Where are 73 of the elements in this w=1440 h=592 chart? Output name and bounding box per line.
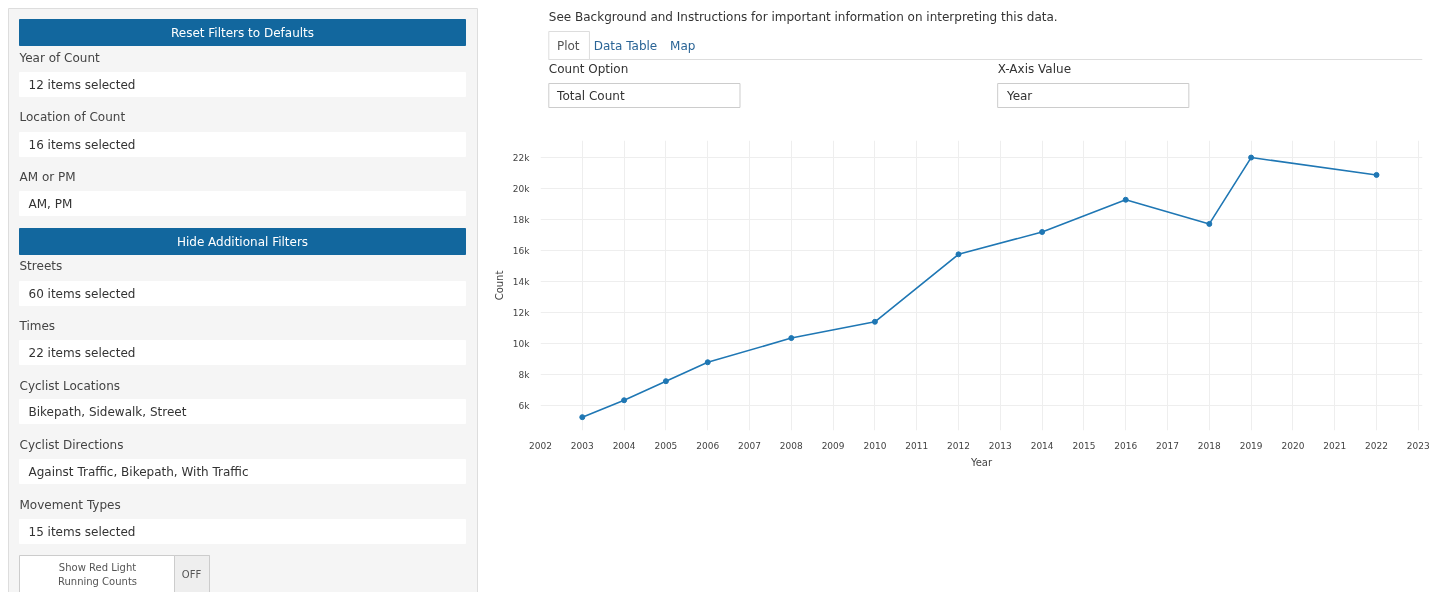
x-tick-label: 2007 [738,440,761,451]
x-tick-label: 2006 [696,440,720,451]
x-tick-label: 2003 [570,440,594,451]
y-tick-label: 10k [512,338,531,349]
x-tick-label: 2005 [654,440,678,451]
point [621,397,628,404]
text: Count Option [548,61,629,76]
text: Data Table [593,38,658,53]
x-tick-label: 2012 [947,440,970,451]
x-tick-label: 2015 [1072,440,1096,451]
y-tick-label: 16k [512,245,531,256]
y-tick-label: 20k [512,183,531,194]
y-tick-label: 18k [512,214,531,225]
text: Movement Types [19,497,121,512]
x-tick-label: 2016 [1114,440,1138,451]
text: Map [670,38,696,53]
x-tick-label: 2020 [1281,440,1305,451]
text: Year [1005,88,1033,103]
x-tick-label: 2010 [863,440,887,451]
text: Plot [556,38,580,53]
text: 12 items selected [28,77,136,92]
y-tick-label: 12k [512,307,531,318]
x-tick-label: 2009 [821,440,845,451]
x-tick-label: 2011 [905,440,929,451]
text: Against Traffic, Bikepath, With Traffic [28,464,249,479]
text: See Background and Instructions for important information on interpreting this data. [548,9,1058,24]
x-tick-label: 2008 [779,440,804,451]
text: Location of Count [19,109,126,124]
point [704,359,711,366]
text: 60 items selected [28,286,136,301]
x-tick-label: 2014 [1030,440,1054,451]
text: 16 items selected [28,137,136,152]
text: Times [18,318,56,333]
text: Total Count [556,88,625,103]
text: Cyclist Locations [19,378,121,393]
x-tick-label: 2021 [1323,440,1347,451]
point [662,378,669,385]
x-axis-title: Year [969,456,993,468]
point [1206,220,1213,227]
y-axis-title: Count [493,270,505,301]
point [1122,196,1129,203]
point [1248,154,1255,161]
point [955,251,962,258]
point [1373,171,1380,178]
text: X-Axis Value [997,61,1072,76]
text: Show Red Light Running Counts [57,562,138,587]
text: 22 items selected [28,345,136,360]
y-tick-label: 8k [518,369,531,380]
x-tick-label: 2022 [1365,440,1388,451]
x-tick-label: 2004 [612,440,636,451]
x-tick-label: 2018 [1197,440,1222,451]
text: Year of Count [18,50,101,65]
text: Reset Filters to Defaults [170,25,315,40]
point [871,318,878,325]
text: Bikepath, Sidewalk, Street [28,404,187,419]
text: Hide Additional Filters [176,234,309,249]
y-tick-label: 6k [518,400,531,411]
text: Cyclist Directions [19,437,124,452]
point [1039,229,1046,235]
point [788,335,795,342]
text: AM, PM [28,196,73,211]
point [579,414,586,421]
x-tick-label: 2017 [1156,440,1179,451]
text: AM or PM [19,169,76,184]
y-tick-label: 14k [512,276,531,287]
text: Streets [19,258,63,273]
x-tick-label: 2023 [1406,440,1430,451]
x-tick-label: 2019 [1239,440,1263,451]
text: 15 items selected [28,524,136,539]
x-tick-label: 2002 [529,440,552,451]
text: OFF [181,569,202,580]
x-tick-label: 2013 [988,440,1012,451]
y-tick-label: 22k [512,152,531,163]
